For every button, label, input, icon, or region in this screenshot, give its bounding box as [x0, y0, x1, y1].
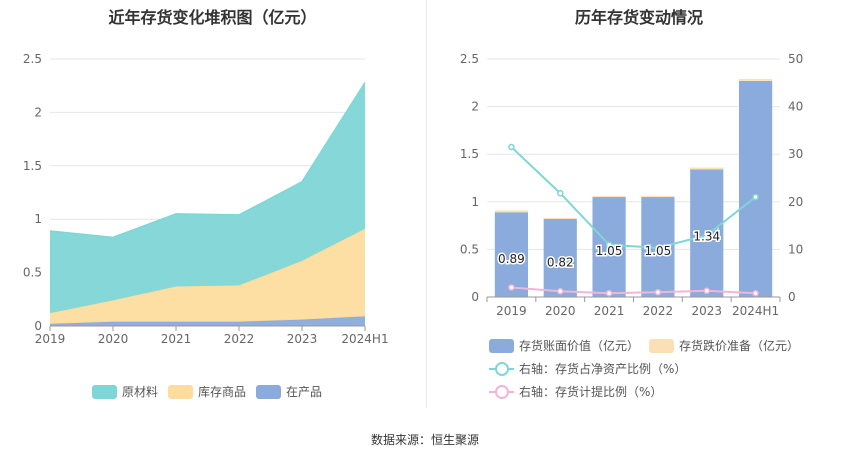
y-right-tick-label: 10 [788, 242, 803, 256]
area-finished-goods [50, 228, 365, 324]
line-provision-ratio [511, 286, 756, 295]
line-ratio-net-assets-point [508, 143, 515, 151]
line-provision-ratio-point [605, 289, 613, 297]
line-ratio-net-assets-point [557, 189, 564, 197]
line-ratio-net-assets-point [752, 193, 759, 201]
x-tick-label: 2023 [287, 332, 318, 346]
bar-line-combo-chart: 0 0.5 1 1.5 2 2.5 0 10 20 30 40 50 2019 2020 2021 2022 2… [460, 0, 803, 318]
x-tick-label: 2024H1 [732, 304, 779, 318]
area-wip [50, 316, 365, 326]
right-chart-title: 历年存货变动情况 [574, 8, 703, 27]
x-tick-label: 2022 [224, 332, 255, 346]
line-provision-ratio-point [654, 288, 662, 296]
bar-value-label: 2.27 [742, 0, 769, 2]
legend-wip[interactable]: 在产品 [256, 383, 322, 400]
y-right-tick-label: 20 [788, 195, 803, 209]
bar-impairment [690, 167, 724, 170]
x-tick-label: 2023 [691, 304, 722, 318]
legend-label: 存货跌价准备（亿元） [679, 339, 800, 353]
y-left-tick-label: 1 [471, 195, 479, 209]
bar-book-value [494, 212, 529, 297]
bar-value-label: 1.05 [645, 244, 672, 258]
inventory-change-panel: 历年存货变动情况 0 0.5 1 1.5 2 2.5 0 10 20 30 40 50 2019 2020… [428, 0, 850, 410]
line-provision-ratio-point [703, 287, 710, 295]
legend-swatch-impairment [649, 338, 674, 353]
x-tick-label: 2019 [496, 304, 527, 318]
left-chart-title: 近年存货变化堆积图（亿元） [108, 8, 317, 27]
legend-provision-ratio[interactable]: 右轴：存货计提比例（%） [489, 383, 662, 400]
legend-swatch-wip [256, 384, 281, 399]
legend-label: 原材料 [122, 385, 159, 399]
y-tick-label: 1.5 [23, 159, 42, 173]
y-tick-label: 1 [34, 212, 42, 226]
y-left-tick-label: 1.5 [460, 147, 479, 161]
x-tick-label: 2022 [643, 304, 674, 318]
y-left-tick-label: 2 [471, 100, 479, 114]
y-right-tick-label: 30 [788, 147, 803, 161]
x-tick-label: 2024H1 [341, 332, 388, 346]
line-ratio-net-assets [510, 146, 757, 249]
y-right-tick-label: 40 [788, 100, 803, 114]
x-tick-label: 2021 [594, 304, 625, 318]
bar-book-value [543, 218, 577, 297]
bar-value-label: 0.82 [547, 255, 574, 269]
y-left-tick-label: 0 [471, 290, 479, 304]
y-tick-label: 0 [34, 319, 42, 333]
y-left-tick-label: 2.5 [460, 52, 479, 66]
line-provision-ratio-point [752, 289, 759, 297]
x-tick-label: 2021 [161, 332, 192, 346]
line-ratio-net-assets-point [654, 244, 662, 252]
line-provision-ratio-point [508, 284, 515, 291]
x-tick-label: 2019 [35, 332, 66, 346]
x-tick-label: 2020 [98, 332, 129, 346]
panel-divider [426, 0, 427, 408]
legend-label: 在产品 [286, 385, 323, 399]
legend-marker-provision [489, 384, 514, 399]
legend-raw-material[interactable]: 原材料 [92, 383, 158, 400]
line-ratio-net-assets-point [703, 231, 710, 239]
bar-impairment [592, 196, 626, 198]
bar-value-label: 0.89 [498, 252, 525, 266]
area-raw-material [50, 82, 365, 314]
y-right-tick-label: 0 [788, 290, 796, 304]
legend-book-value[interactable]: 存货账面价值（亿元） [489, 337, 639, 354]
y-right-tick-label: 50 [788, 52, 803, 66]
legend-label: 右轴：存货计提比例（%） [519, 385, 663, 399]
stacked-area-chart: 0 0.5 1 1.5 2 2.5 2019 2020 2021 2022 2023 2024H1 [23, 52, 389, 346]
legend-impairment[interactable]: 存货跌价准备（亿元） [649, 337, 799, 354]
bar-book-value [738, 80, 773, 297]
legend-marker-ratio [489, 361, 514, 376]
legend-finished-goods[interactable]: 库存商品 [168, 383, 246, 400]
bar-value-label: 1.34 [693, 230, 720, 244]
y-tick-label: 0.5 [23, 266, 42, 280]
legend-swatch-raw [92, 384, 117, 399]
legend-swatch-book-value [489, 338, 514, 353]
y-tick-label: 2.5 [23, 52, 42, 66]
x-tick-label: 2020 [545, 304, 576, 318]
legend-label: 右轴：存货占净资产比例（%） [519, 362, 687, 376]
bar-impairment [543, 217, 577, 219]
legend-swatch-finished [168, 384, 193, 399]
area-raw-material-edge [49, 82, 366, 239]
data-source-footer: 数据来源：恒生聚源 [370, 433, 479, 447]
bar-impairment [738, 78, 773, 81]
line-ratio-net-assets-point [605, 241, 613, 248]
inventory-stack-panel: 近年存货变化堆积图（亿元） 0 0.5 1 1.5 2 2.5 2019 2020 2021 20… [0, 0, 425, 410]
bar-impairment [494, 210, 529, 213]
bar-impairment [641, 196, 675, 198]
y-tick-label: 2 [34, 105, 42, 119]
line-provision-ratio-point [557, 288, 564, 295]
legend-label: 存货账面价值（亿元） [519, 339, 640, 353]
bar-value-label: 1.05 [596, 244, 623, 258]
legend-ratio-net-assets[interactable]: 右轴：存货占净资产比例（%） [489, 360, 686, 377]
y-left-tick-label: 0.5 [460, 242, 479, 256]
legend-label: 库存商品 [198, 385, 247, 399]
